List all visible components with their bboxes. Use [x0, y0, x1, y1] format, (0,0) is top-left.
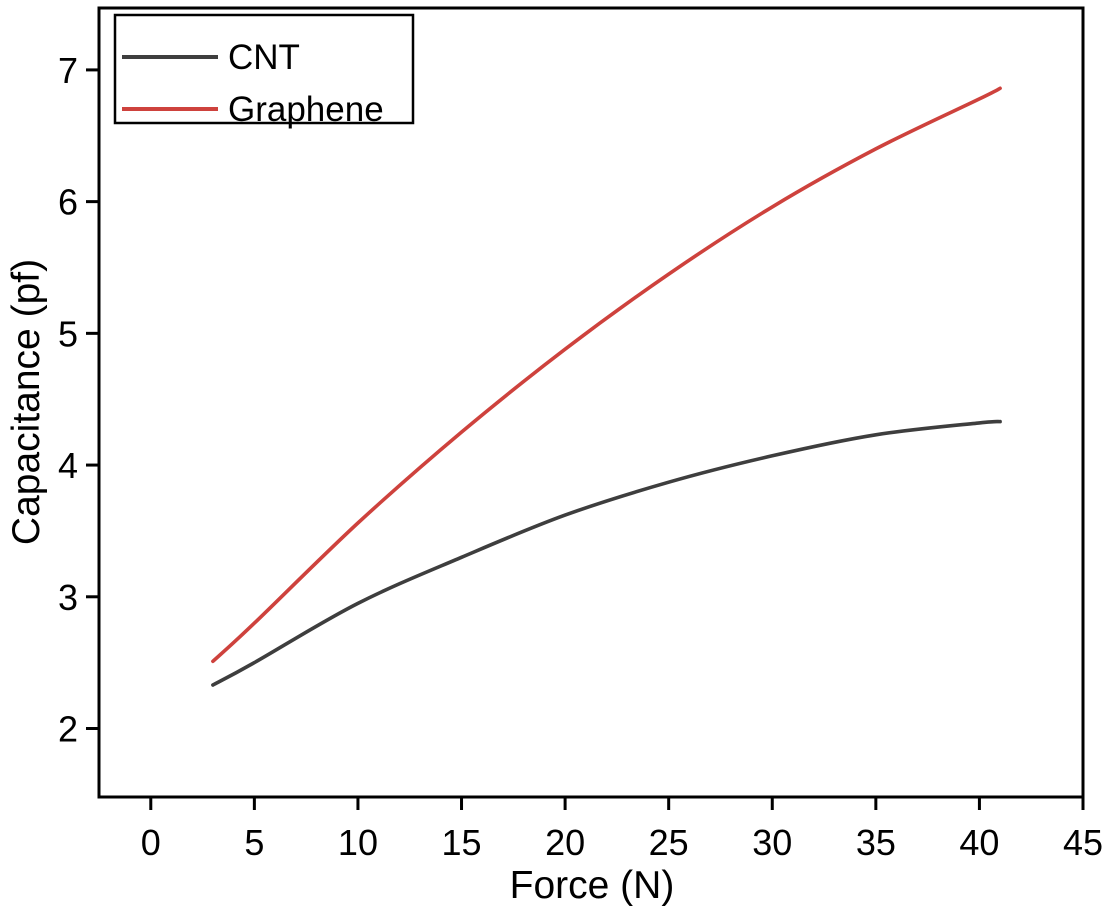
y-tick-label: 5: [58, 313, 78, 354]
y-tick-label: 2: [58, 709, 78, 750]
x-tick-label: 5: [244, 822, 264, 863]
x-tick-label: 15: [442, 822, 482, 863]
y-tick-label: 7: [58, 50, 78, 91]
x-tick-label: 20: [545, 822, 585, 863]
legend-box: [113, 13, 415, 125]
y-tick-label: 4: [58, 445, 78, 486]
y-tick-label: 6: [58, 182, 78, 223]
y-tick-label: 3: [58, 577, 78, 618]
x-tick-label: 30: [752, 822, 792, 863]
x-tick-label: 10: [338, 822, 378, 863]
x-tick-label: 45: [1063, 822, 1103, 863]
x-tick-label: 0: [141, 822, 161, 863]
x-tick-label: 35: [856, 822, 896, 863]
series-line-cnt: [211, 419, 1002, 687]
legend: CNT Graphene: [113, 13, 415, 129]
x-tick-label: 25: [649, 822, 689, 863]
series-line-graphene: [211, 86, 1002, 664]
y-axis-label: Capacitance (pf): [5, 259, 48, 545]
legend-label-cnt: CNT: [228, 38, 300, 77]
x-tick-label: 40: [959, 822, 999, 863]
x-axis-label: Force (N): [510, 864, 675, 907]
legend-label-graphene: Graphene: [228, 90, 384, 129]
series-layer: [211, 86, 1002, 687]
plot-frame: [97, 6, 1085, 799]
